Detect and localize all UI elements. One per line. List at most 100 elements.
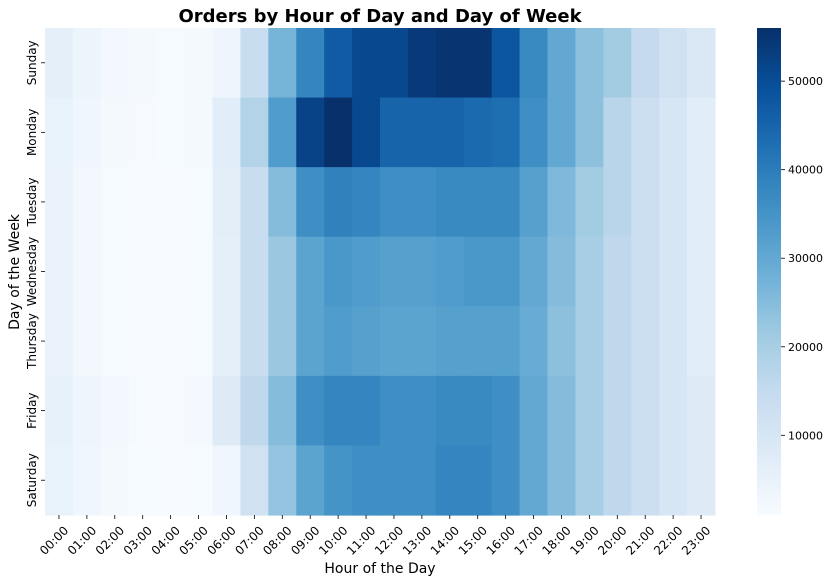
heatmap-cell — [324, 375, 353, 447]
heatmap-cell — [128, 236, 158, 307]
heatmap-cell — [491, 375, 521, 447]
heatmap-cell — [184, 167, 214, 238]
x-tick-label: 13:00 — [400, 523, 434, 557]
heatmap-cell — [463, 236, 493, 307]
x-tick-label: 06:00 — [204, 523, 238, 557]
heatmap-cell — [547, 306, 577, 377]
heatmap-cell — [268, 306, 297, 377]
y-tick-label: Friday — [25, 392, 39, 428]
y-tick-label: Saturday — [25, 453, 39, 507]
heatmap-cell — [519, 445, 549, 516]
heatmap-cell — [100, 97, 130, 168]
y-tick-label: Sunday — [25, 40, 39, 85]
x-tick-label: 02:00 — [93, 523, 127, 557]
x-tick-label: 23:00 — [679, 523, 713, 557]
heatmap-cell — [687, 236, 716, 307]
heatmap-cell — [380, 28, 409, 99]
heatmap-cells — [45, 28, 716, 516]
heatmap-cell — [435, 445, 465, 516]
heatmap-cell — [72, 167, 102, 238]
x-tick-label: 15:00 — [456, 523, 490, 557]
heatmap-cell — [435, 28, 465, 99]
heatmap-cell — [407, 445, 437, 516]
heatmap-cell — [240, 236, 269, 307]
heatmap-cell — [100, 445, 130, 516]
x-tick-label: 04:00 — [149, 523, 183, 557]
x-tick-label: 21:00 — [623, 523, 657, 557]
heatmap-cell — [380, 445, 409, 516]
heatmap-cell — [380, 167, 409, 238]
heatmap-cell — [659, 445, 688, 516]
heatmap-cell — [603, 375, 632, 447]
y-axis-ticks: Sunday Monday Tuesday Wednesday Thursday Frid… — [25, 40, 45, 507]
colorbar — [757, 28, 781, 515]
heatmap-cell — [45, 306, 74, 377]
heatmap-cell — [156, 375, 186, 447]
heatmap-cell — [184, 306, 214, 377]
heatmap-cell — [100, 167, 130, 238]
heatmap-cell — [603, 28, 632, 99]
heatmap-cell — [519, 375, 549, 447]
heatmap-cell — [407, 236, 437, 307]
y-tick-label: Wednesday — [25, 237, 39, 306]
heatmap-cell — [184, 375, 214, 447]
heatmap-cell — [212, 97, 242, 168]
heatmap-cell — [463, 28, 493, 99]
heatmap-cell — [491, 28, 521, 99]
heatmap-cell — [72, 375, 102, 447]
heatmap-cell — [435, 167, 465, 238]
heatmap-cell — [491, 445, 521, 516]
heatmap-cell — [547, 167, 577, 238]
heatmap-cell — [128, 167, 158, 238]
heatmap-cell — [575, 236, 604, 307]
heatmap-cell — [519, 97, 549, 168]
heatmap-cell — [268, 236, 297, 307]
heatmap-cell — [240, 445, 269, 516]
heatmap-cell — [128, 306, 158, 377]
heatmap-cell — [407, 28, 437, 99]
heatmap-cell — [631, 306, 660, 377]
heatmap-cell — [547, 445, 577, 516]
heatmap-cell — [324, 306, 353, 377]
heatmap-cell — [603, 167, 632, 238]
heatmap-cell — [156, 236, 186, 307]
heatmap-cell — [240, 306, 269, 377]
heatmap-cell — [463, 306, 493, 377]
heatmap-cell — [156, 445, 186, 516]
heatmap-cell — [659, 236, 688, 307]
heatmap-cell — [435, 375, 465, 447]
heatmap-cell — [519, 236, 549, 307]
heatmap-cell — [407, 167, 437, 238]
heatmap-cell — [547, 97, 577, 168]
heatmap-cell — [45, 445, 74, 516]
x-tick-label: 12:00 — [372, 523, 406, 557]
heatmap-cell — [212, 445, 242, 516]
heatmap-cell — [575, 375, 604, 447]
heatmap-cell — [45, 236, 74, 307]
x-tick-label: 05:00 — [177, 523, 211, 557]
heatmap-cell — [45, 167, 74, 238]
heatmap-cell — [352, 445, 381, 516]
heatmap-cell — [435, 97, 465, 168]
heatmap-cell — [491, 236, 521, 307]
heatmap-cell — [212, 375, 242, 447]
heatmap-cell — [268, 445, 297, 516]
heatmap-cell — [240, 28, 269, 99]
x-axis-ticks: 00:0001:0002:0003:0004:0005:0006:0007:00… — [37, 515, 713, 558]
heatmap-cell — [268, 375, 297, 447]
heatmap-cell — [296, 445, 325, 516]
heatmap-cell — [603, 236, 632, 307]
heatmap-cell — [659, 28, 688, 99]
heatmap-cell — [631, 375, 660, 447]
heatmap-cell — [435, 236, 465, 307]
heatmap-cell — [631, 167, 660, 238]
heatmap-cell — [324, 97, 353, 168]
heatmap-cell — [463, 375, 493, 447]
heatmap-cell — [240, 97, 269, 168]
heatmap-cell — [72, 445, 102, 516]
heatmap-cell — [407, 306, 437, 377]
x-tick-label: 18:00 — [539, 523, 573, 557]
heatmap-cell — [240, 375, 269, 447]
heatmap-cell — [659, 375, 688, 447]
